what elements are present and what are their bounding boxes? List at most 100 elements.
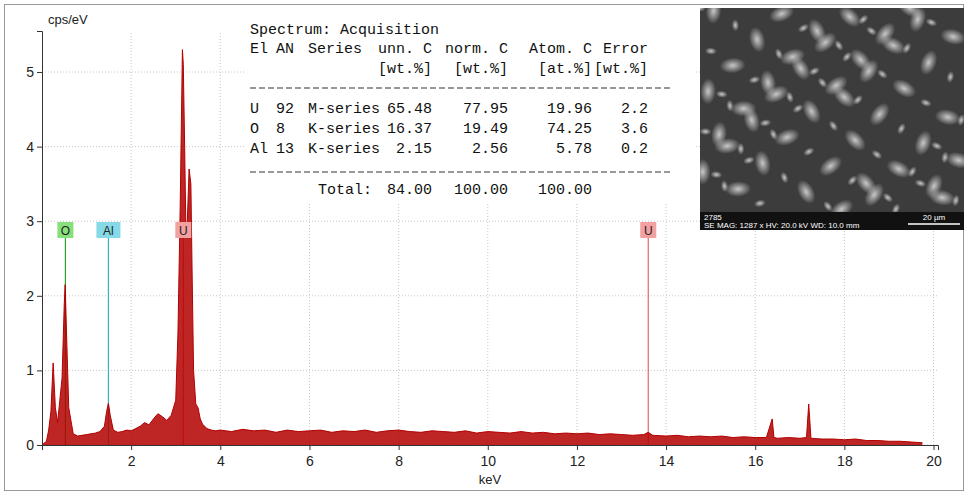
y-tick-mark	[37, 370, 42, 371]
table-cell: 5.78	[556, 141, 592, 158]
sem-grain	[731, 19, 739, 31]
table-rule	[250, 88, 670, 89]
y-tick-mark	[37, 445, 42, 446]
element-label-text: O	[61, 224, 70, 238]
sem-grain	[852, 168, 881, 198]
table-unit: [wt.%]	[454, 61, 508, 78]
sem-grain	[856, 13, 870, 26]
y-tick: 3	[26, 213, 42, 229]
sem-grain	[851, 93, 865, 107]
sem-grain	[802, 146, 816, 158]
table-unit: [at.%]	[538, 61, 592, 78]
y-tick: 2	[26, 288, 42, 304]
y-tick-mark	[37, 221, 42, 222]
table-header: Series	[308, 41, 362, 58]
x-tick-label: 10	[480, 453, 496, 469]
x-axis: 2468101214161820	[43, 445, 943, 469]
sem-grain	[895, 122, 907, 136]
grid-line-y	[42, 295, 938, 296]
x-tick-label: 2	[128, 453, 136, 469]
sem-grain	[742, 155, 756, 165]
sem-grain	[785, 90, 796, 104]
x-tick: 18	[837, 445, 853, 469]
table-total-label: Total:	[318, 182, 372, 199]
x-tick-mark	[309, 445, 310, 450]
element-label-text: Al	[103, 224, 114, 238]
table-total-value: 84.00	[387, 182, 432, 199]
x-tick-mark	[488, 445, 489, 450]
y-axis-title: cps/eV	[48, 12, 88, 27]
x-axis-line	[43, 446, 939, 451]
y-tick-mark	[37, 296, 42, 297]
table-cell: K-series	[308, 121, 380, 138]
sem-grain	[799, 96, 825, 126]
x-tick-label: 6	[306, 453, 314, 469]
sem-grain	[919, 97, 933, 108]
x-tick-label: 20	[926, 453, 942, 469]
sem-grain	[875, 68, 889, 81]
sem-grain	[710, 170, 723, 178]
y-tick-label: 3	[26, 213, 34, 229]
table-cell: 2.15	[396, 141, 432, 158]
table-cell: U	[250, 101, 259, 118]
element-label-box	[96, 222, 120, 238]
y-tick-mark	[37, 72, 42, 73]
sem-grain	[730, 101, 756, 117]
sem-grain	[933, 107, 961, 127]
table-unit: [wt.%]	[594, 61, 648, 78]
table-cell: 77.95	[463, 101, 508, 118]
sem-grain	[871, 19, 899, 49]
x-tick: 6	[306, 445, 314, 469]
y-tick: 1	[26, 362, 42, 378]
y-axis: 012345	[26, 32, 42, 453]
y-tick: 5	[26, 64, 42, 80]
x-tick: 20	[926, 445, 942, 469]
sem-grain	[700, 159, 711, 185]
sem-grain	[759, 118, 772, 127]
table-cell: Al	[250, 141, 268, 158]
table-cell: 92	[276, 101, 294, 118]
x-tick-label: 14	[659, 453, 675, 469]
table-cell: 0.2	[621, 141, 648, 158]
x-tick-mark	[577, 445, 578, 450]
sem-grain	[951, 194, 961, 207]
table-header: unn. C	[378, 41, 432, 58]
x-tick-mark	[755, 445, 756, 450]
element-label-box	[640, 222, 656, 238]
sem-grain	[917, 48, 941, 78]
sem-grain	[884, 156, 914, 182]
element-label: O	[57, 222, 73, 238]
sem-grain	[930, 140, 944, 151]
y-tick-mark	[37, 147, 42, 148]
chart: 2468101214161820012345cps/eVkeVOAlUUSpec…	[0, 0, 968, 495]
y-tick-label: 5	[26, 64, 34, 80]
sem-scale-bar	[908, 223, 960, 225]
x-tick-mark	[844, 445, 845, 450]
table-cell: 2.2	[621, 101, 648, 118]
sem-grain	[912, 128, 935, 158]
sem-grain	[758, 69, 777, 97]
x-tick-label: 8	[395, 453, 403, 469]
table-cell: 65.48	[387, 101, 432, 118]
sem-info-bar	[700, 212, 964, 230]
table-header: Atom. C	[529, 41, 592, 58]
sem-grain	[767, 8, 797, 26]
sem-grain	[881, 191, 895, 204]
sem-grain	[827, 119, 840, 133]
table-cell: 2.56	[472, 141, 508, 158]
sem-grain	[772, 126, 802, 149]
sem-grain	[866, 99, 894, 129]
x-tick-mark	[666, 445, 667, 450]
sem-grain	[793, 177, 819, 207]
sem-grain	[700, 78, 717, 105]
x-tick-mark	[220, 445, 221, 450]
sem-grain	[922, 171, 947, 201]
sem-grain	[705, 8, 723, 25]
sem-grain	[944, 149, 964, 171]
sem-grain	[870, 148, 884, 161]
table-unit: [wt.%]	[378, 61, 432, 78]
table-cell: O	[250, 121, 259, 138]
y-tick-label: 0	[26, 437, 34, 453]
x-tick: 16	[748, 445, 764, 469]
sem-background	[700, 8, 964, 230]
